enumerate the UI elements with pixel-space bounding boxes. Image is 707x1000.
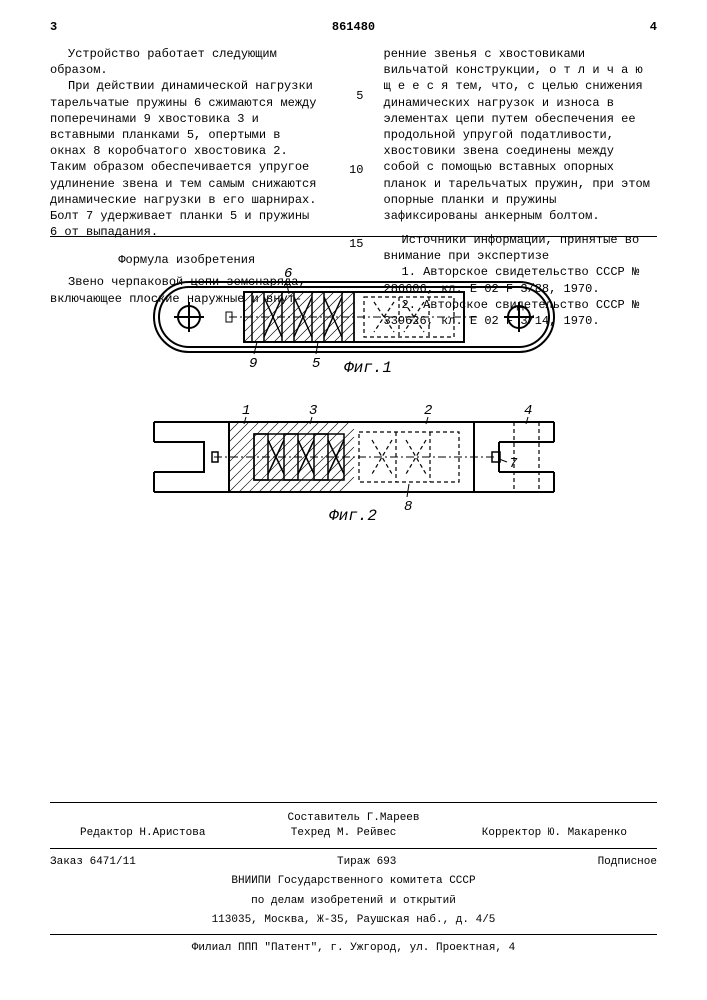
text-columns: Устройство работает следующим образом. П… — [50, 46, 657, 226]
footer: Составитель Г.Мареев Редактор Н.Аристова… — [50, 802, 657, 957]
annot-7: 7 — [509, 456, 518, 472]
annot-1: 1 — [242, 403, 250, 419]
col1-number: 3 — [50, 20, 57, 34]
org2: по делам изобретений и открытий — [50, 894, 657, 909]
order: Заказ 6471/11 — [50, 855, 136, 870]
annot-4: 4 — [524, 403, 532, 419]
annot-3: 3 — [309, 403, 317, 419]
org1: ВНИИПИ Государственного комитета СССР — [50, 874, 657, 889]
header: 3 861480 4 — [50, 20, 657, 34]
corrector: Корректор Ю. Макаренко — [482, 826, 627, 841]
annot-2: 2 — [424, 403, 432, 419]
claim-title: Формула изобретения — [50, 252, 324, 268]
ref2: 2. Авторское свидетельство СССР № 339626… — [384, 297, 658, 329]
annot-5: 5 — [312, 356, 321, 372]
sources-title: Источники информации, принятые во вниман… — [384, 232, 658, 264]
figure-2: 1 3 2 4 7 8 Фиг.2 — [134, 392, 574, 532]
techred: Техред М. Рейвес — [291, 826, 397, 841]
ln10: 10 — [344, 162, 364, 178]
ln5: 5 — [344, 88, 364, 104]
branch: Филиал ППП "Патент", г. Ужгород, ул. Про… — [50, 934, 657, 956]
fig2-label: Фиг.2 — [329, 507, 377, 525]
footer-row1: Редактор Н.Аристова Техред М. Рейвес Кор… — [50, 826, 657, 848]
compiler: Составитель Г.Мареев — [50, 811, 657, 826]
fig1-label: Фиг.1 — [344, 359, 392, 377]
column-2: ренние звенья с хвостовиками вильчатой к… — [384, 46, 658, 226]
col2-number: 4 — [650, 20, 657, 34]
c1-p1: Устройство работает следующим образом. — [50, 46, 324, 78]
column-1: Устройство работает следующим образом. П… — [50, 46, 324, 226]
patent-page: 3 861480 4 Устройство работает следующим… — [0, 0, 707, 1000]
c1-p3: Звено черпаковой цепи земснаряда, включа… — [50, 274, 324, 306]
subscription: Подписное — [598, 855, 657, 870]
editor: Редактор Н.Аристова — [80, 826, 205, 841]
annot-9: 9 — [249, 356, 257, 372]
footer-row2: Заказ 6471/11 Тираж 693 Подписное — [50, 855, 657, 870]
tirazh: Тираж 693 — [337, 855, 396, 870]
line-numbers: 5 10 15 — [344, 46, 364, 226]
annot-8: 8 — [404, 499, 412, 515]
patent-number: 861480 — [332, 20, 375, 34]
ln15: 15 — [344, 236, 364, 252]
c1-p2: При действии динамической нагрузки тарел… — [50, 78, 324, 240]
address: 113035, Москва, Ж-35, Раушская наб., д. … — [50, 913, 657, 928]
annot-6: 6 — [284, 266, 292, 282]
c2-p1: ренние звенья с хвостовиками вильчатой к… — [384, 46, 658, 224]
